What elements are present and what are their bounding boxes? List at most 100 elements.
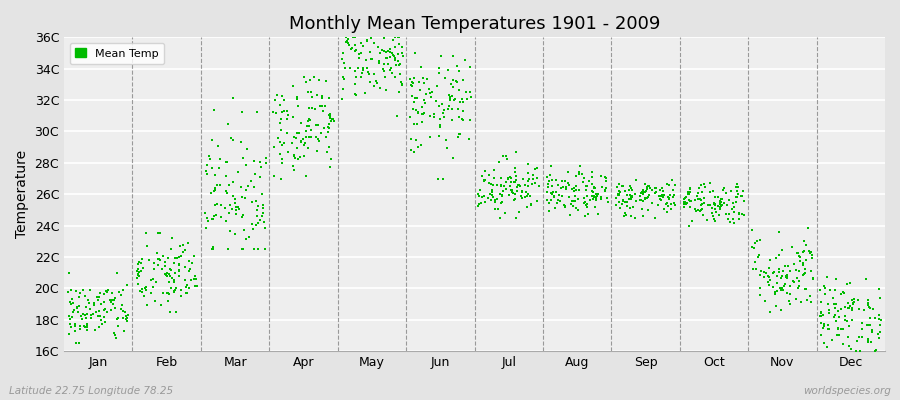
Point: [767, 269, 781, 276]
Point: [786, 278, 800, 284]
Point: [526, 172, 540, 178]
Point: [320, 78, 334, 84]
Point: [734, 211, 749, 217]
Point: [266, 144, 281, 151]
Point: [235, 109, 249, 116]
Point: [679, 199, 693, 205]
Point: [96, 307, 111, 314]
Point: [447, 96, 462, 102]
Point: [108, 295, 122, 302]
Point: [707, 218, 722, 224]
Point: [104, 306, 119, 313]
Point: [415, 111, 429, 117]
Point: [107, 330, 122, 337]
Point: [585, 169, 599, 176]
Point: [565, 203, 580, 210]
Point: [136, 264, 150, 271]
Point: [487, 167, 501, 173]
Point: [861, 336, 876, 343]
Point: [86, 300, 101, 307]
Point: [548, 177, 562, 183]
Point: [175, 287, 189, 293]
Point: [652, 193, 667, 199]
Point: [790, 250, 805, 256]
Point: [427, 114, 441, 120]
Point: [761, 265, 776, 271]
Point: [354, 40, 368, 46]
Point: [676, 204, 690, 210]
Point: [484, 197, 499, 203]
Point: [335, 96, 349, 102]
Point: [383, 54, 398, 60]
Point: [512, 182, 526, 188]
Point: [320, 129, 335, 136]
Point: [616, 213, 631, 220]
Point: [71, 340, 86, 346]
Point: [615, 200, 629, 207]
Point: [407, 99, 421, 105]
Point: [113, 306, 128, 312]
Point: [416, 111, 430, 118]
Point: [585, 174, 599, 180]
Point: [235, 194, 249, 200]
Point: [796, 248, 810, 255]
Point: [84, 312, 98, 318]
Point: [505, 186, 519, 193]
Point: [684, 197, 698, 204]
Point: [338, 39, 353, 45]
Point: [226, 193, 240, 199]
Point: [804, 298, 818, 305]
Point: [625, 187, 639, 194]
Point: [691, 207, 706, 213]
Point: [508, 177, 523, 183]
Point: [648, 190, 662, 196]
Point: [694, 181, 708, 188]
Point: [323, 118, 338, 124]
Point: [847, 299, 861, 305]
Point: [236, 246, 250, 252]
Point: [363, 49, 377, 55]
Point: [105, 301, 120, 307]
Point: [485, 194, 500, 200]
Point: [822, 306, 836, 313]
Point: [443, 95, 457, 101]
Point: [166, 278, 181, 285]
Point: [843, 280, 858, 286]
Point: [103, 297, 117, 303]
Point: [356, 43, 371, 49]
Point: [323, 113, 338, 119]
Point: [643, 185, 657, 191]
Point: [662, 196, 676, 202]
Point: [208, 187, 222, 194]
Point: [443, 97, 457, 104]
Point: [450, 106, 464, 112]
Point: [737, 198, 751, 204]
Point: [151, 256, 166, 262]
Point: [845, 307, 859, 313]
Point: [424, 94, 438, 100]
Point: [482, 191, 497, 197]
Point: [181, 240, 195, 247]
Point: [793, 258, 807, 264]
Point: [714, 196, 728, 202]
Point: [359, 57, 374, 63]
Point: [657, 206, 671, 212]
Point: [182, 285, 196, 291]
Point: [303, 89, 318, 96]
Point: [732, 216, 746, 222]
Point: [578, 213, 592, 219]
Point: [563, 200, 578, 207]
Point: [652, 196, 667, 202]
Point: [144, 290, 158, 296]
Point: [339, 39, 354, 46]
Point: [158, 262, 172, 269]
Point: [62, 270, 77, 276]
Point: [679, 201, 693, 208]
Point: [731, 191, 745, 198]
Point: [873, 329, 887, 336]
Point: [61, 313, 76, 319]
Point: [180, 282, 194, 289]
Point: [500, 175, 515, 181]
Point: [637, 194, 652, 201]
Point: [620, 192, 634, 198]
